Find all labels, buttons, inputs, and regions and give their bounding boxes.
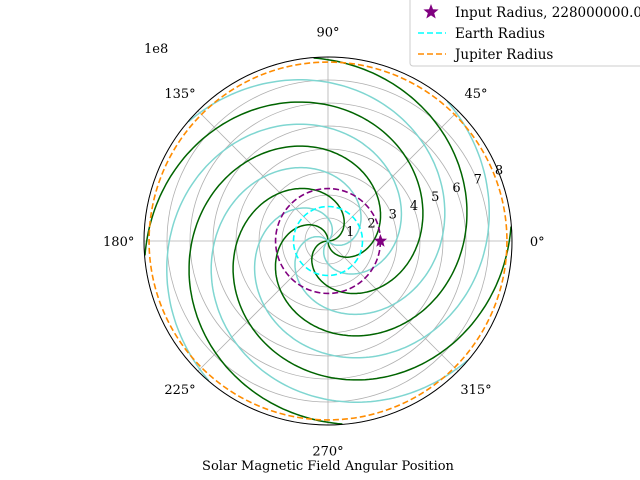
r-tick-label: 5 [431,190,439,205]
theta-tick-label: 270° [312,444,343,459]
legend: Input Radius, 228000000.0 Earth Radius Jup… [409,0,640,67]
r-tick-label: 8 [495,164,503,179]
theta-tick-label: 0° [530,235,545,250]
r-tick-label: 6 [452,181,460,196]
r-tick-label: 3 [389,208,397,223]
grid-spoke-135 [197,110,329,242]
legend-box [409,0,640,67]
grid-spoke-45 [327,110,459,242]
marker-layer [373,234,388,247]
r-tick-label: 7 [474,172,482,187]
spiral-line [144,101,424,295]
spiral-line [232,187,512,381]
spiral-line [274,57,468,337]
spiral-line [210,166,469,403]
theta-tick-label: 315° [460,383,491,398]
theta-tick-label: 90° [316,26,339,41]
polar-frame [143,56,513,426]
grid-spoke-315 [327,240,459,372]
spiral-line [166,123,403,382]
r-tick-label: 4 [410,199,418,214]
radial-scale-label: 1e8 [144,42,168,57]
theta-tick-label: 225° [164,383,195,398]
grid-spoke-225 [197,240,329,372]
input-radius-marker [373,234,388,247]
legend-label: Earth Radius [455,26,545,42]
theta-tick-label: 180° [103,235,134,250]
legend-star-icon [423,4,439,19]
r-tick-label: 1 [346,225,354,240]
legend-label: Input Radius, 228000000.0 [455,5,640,21]
radius-circle [148,61,508,421]
theta-tick-label: 45° [464,87,487,102]
r-tick-label: 2 [367,216,375,231]
x-axis-label: Solar Magnetic Field Angular Position [202,459,455,474]
legend-label: Jupiter Radius [453,47,553,63]
theta-tick-label: 135° [164,87,195,102]
spiral-line [253,100,490,359]
spiral-line [188,145,382,425]
spiral-line [187,79,446,316]
series-layer [144,57,512,425]
radius-circle [292,205,364,277]
